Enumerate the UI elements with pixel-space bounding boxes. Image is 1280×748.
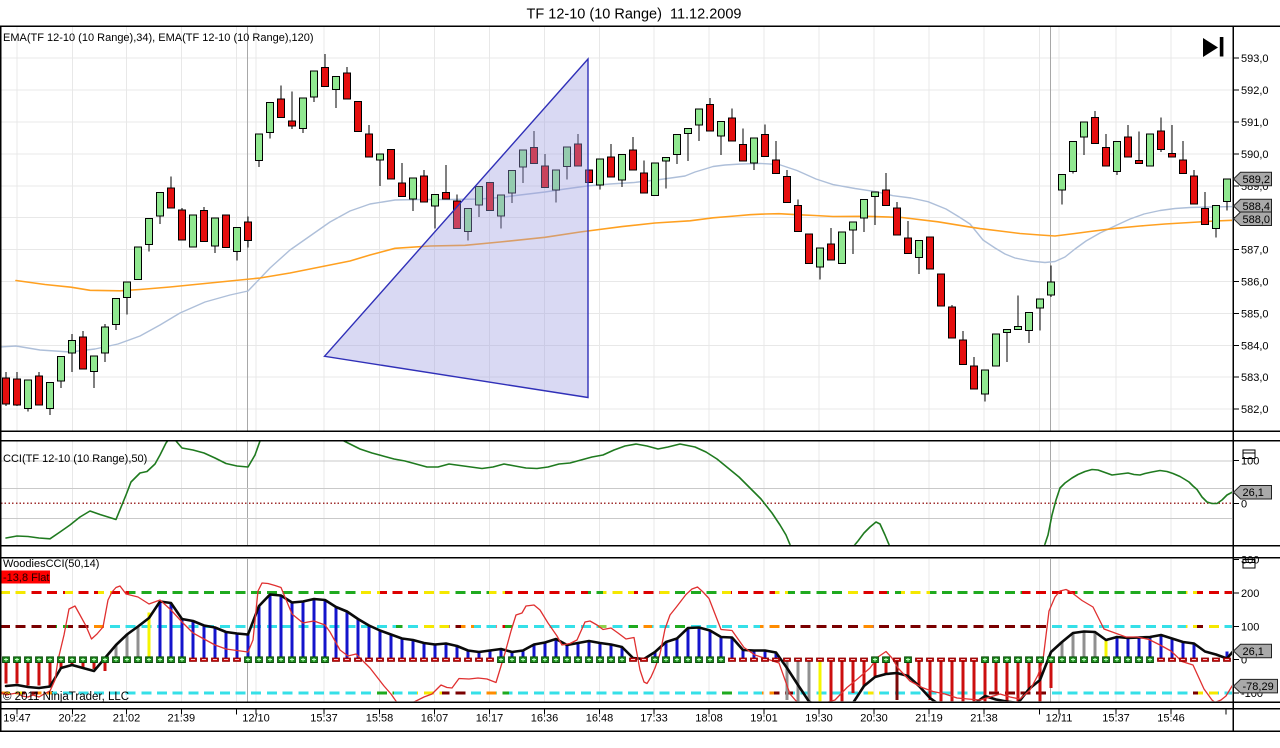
svg-text:17:33: 17:33	[640, 713, 668, 725]
svg-text:26,1: 26,1	[1243, 487, 1264, 499]
svg-text:300: 300	[1241, 555, 1259, 567]
svg-text:21:19: 21:19	[915, 713, 943, 725]
svg-text:21:02: 21:02	[113, 713, 141, 725]
svg-text:590,0: 590,0	[1241, 149, 1269, 161]
svg-text:588,0: 588,0	[1243, 214, 1271, 226]
svg-text:EMA(TF 12-10 (10 Range),34), E: EMA(TF 12-10 (10 Range),34), EMA(TF 12-1…	[3, 32, 314, 44]
svg-text:12/10: 12/10	[242, 713, 270, 725]
svg-text:592,0: 592,0	[1241, 85, 1269, 97]
svg-text:26,1: 26,1	[1243, 646, 1264, 658]
svg-text:21:38: 21:38	[970, 713, 998, 725]
svg-text:19:01: 19:01	[750, 713, 778, 725]
svg-text:15:37: 15:37	[1102, 713, 1130, 725]
svg-text:20:22: 20:22	[59, 713, 87, 725]
svg-text:100: 100	[1241, 621, 1259, 633]
svg-text:16:07: 16:07	[421, 713, 449, 725]
svg-text:-78,29: -78,29	[1243, 681, 1274, 693]
svg-text:16:36: 16:36	[531, 713, 559, 725]
svg-text:-13,8 Flat: -13,8 Flat	[3, 572, 49, 584]
svg-text:© 2011 NinjaTrader, LLC: © 2011 NinjaTrader, LLC	[3, 691, 129, 703]
svg-text:583,0: 583,0	[1241, 372, 1269, 384]
svg-text:15:37: 15:37	[310, 713, 338, 725]
svg-text:582,0: 582,0	[1241, 404, 1269, 416]
svg-text:589,2: 589,2	[1243, 174, 1271, 186]
svg-text:0: 0	[1241, 655, 1247, 667]
svg-text:588,4: 588,4	[1243, 201, 1271, 213]
svg-text:585,0: 585,0	[1241, 308, 1269, 320]
svg-text:593,0: 593,0	[1241, 53, 1269, 65]
svg-text:CCI(TF 12-10 (10 Range),50): CCI(TF 12-10 (10 Range),50)	[3, 453, 147, 465]
svg-text:100: 100	[1241, 455, 1259, 467]
svg-text:200: 200	[1241, 588, 1259, 600]
svg-text:586,0: 586,0	[1241, 277, 1269, 289]
svg-text:19:30: 19:30	[805, 713, 833, 725]
svg-text:12/11: 12/11	[1046, 713, 1073, 725]
svg-text:WoodiesCCI(50,14): WoodiesCCI(50,14)	[3, 558, 99, 570]
svg-text:TF 12-10 (10 Range) 11.12.200: TF 12-10 (10 Range) 11.12.2009	[527, 7, 742, 23]
svg-text:19:47: 19:47	[3, 713, 31, 725]
svg-text:587,0: 587,0	[1241, 245, 1269, 257]
svg-text:20:30: 20:30	[860, 713, 888, 725]
svg-text:21:39: 21:39	[168, 713, 196, 725]
svg-text:16:17: 16:17	[476, 713, 504, 725]
svg-text:0: 0	[1241, 498, 1247, 510]
svg-text:18:08: 18:08	[695, 713, 723, 725]
svg-text:15:58: 15:58	[366, 713, 394, 725]
svg-text:584,0: 584,0	[1241, 340, 1269, 352]
svg-text:15:46: 15:46	[1157, 713, 1185, 725]
svg-text:16:48: 16:48	[586, 713, 614, 725]
svg-text:591,0: 591,0	[1241, 117, 1269, 129]
